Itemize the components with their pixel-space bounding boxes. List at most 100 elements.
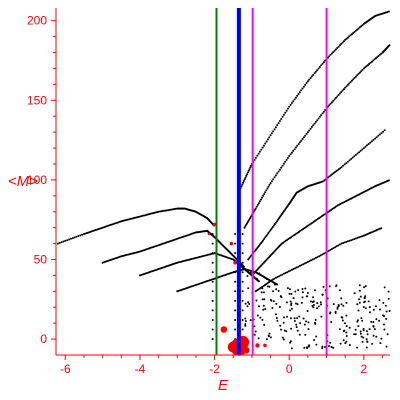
data-point <box>292 149 295 152</box>
data-point <box>289 309 292 312</box>
data-point <box>329 248 332 251</box>
data-point <box>260 291 263 294</box>
data-point <box>337 94 340 96</box>
data-point <box>306 260 309 263</box>
data-point <box>69 237 72 240</box>
data-point <box>234 299 237 302</box>
data-point <box>312 304 315 306</box>
data-point <box>363 286 365 289</box>
data-point <box>328 104 331 107</box>
data-point <box>374 137 377 140</box>
data-point <box>321 62 324 65</box>
data-point <box>329 341 332 344</box>
data-point <box>306 292 309 294</box>
data-point <box>260 242 262 245</box>
data-point <box>258 200 261 203</box>
data-point <box>363 301 366 304</box>
data-point <box>281 336 284 339</box>
data-point <box>277 289 280 292</box>
data-point <box>296 317 299 320</box>
data-point <box>284 272 287 274</box>
data-point <box>234 271 237 274</box>
data-point <box>313 122 316 125</box>
data-point <box>346 36 349 39</box>
data-point <box>360 70 363 73</box>
data-point <box>77 235 80 238</box>
data-point <box>261 287 264 290</box>
data-point <box>288 105 291 108</box>
data-point <box>211 309 214 312</box>
data-point <box>211 280 214 283</box>
data-point <box>311 305 314 307</box>
data-point <box>265 189 268 192</box>
data-point <box>268 183 271 186</box>
data-point <box>353 292 356 295</box>
data-point <box>334 96 337 99</box>
data-point <box>290 307 293 310</box>
data-point <box>241 183 244 186</box>
data-point <box>314 70 317 73</box>
data-point <box>255 299 258 302</box>
highlight-point <box>220 326 228 333</box>
data-point <box>354 328 357 331</box>
data-point <box>359 295 362 298</box>
data-point <box>334 246 337 249</box>
data-point <box>68 238 71 241</box>
data-point <box>304 134 307 137</box>
data-point <box>281 164 284 167</box>
data-point <box>300 301 303 304</box>
data-point <box>273 277 276 280</box>
data-point <box>261 240 264 243</box>
data-point <box>358 71 361 74</box>
data-point <box>73 236 76 239</box>
data-point <box>263 237 266 240</box>
data-point <box>289 288 291 291</box>
data-point <box>261 146 264 149</box>
data-point <box>338 289 341 292</box>
data-point <box>261 196 264 199</box>
data-point <box>318 255 321 258</box>
data-point <box>302 317 305 320</box>
data-point <box>353 30 356 33</box>
data-point <box>282 338 285 341</box>
data-point <box>345 314 348 317</box>
data-point <box>330 321 333 323</box>
data-point <box>286 315 288 318</box>
highlight-point <box>207 232 211 236</box>
data-point <box>300 139 303 142</box>
data-point <box>312 296 315 299</box>
data-point <box>361 68 364 71</box>
data-point <box>369 141 372 144</box>
data-point <box>378 53 381 56</box>
data-point <box>296 144 299 147</box>
data-point <box>249 271 252 274</box>
data-point <box>346 240 349 243</box>
data-point <box>241 280 244 283</box>
data-point <box>211 233 214 235</box>
data-point <box>286 157 289 159</box>
data-point <box>241 242 244 245</box>
data-point <box>267 232 270 234</box>
data-point <box>364 295 367 298</box>
data-point <box>322 252 325 255</box>
data-point <box>269 182 272 185</box>
vertical-lines <box>215 8 328 355</box>
data-point <box>378 319 381 322</box>
data-point <box>290 304 293 306</box>
data-point <box>248 168 251 171</box>
data-point <box>316 119 319 122</box>
data-point <box>336 307 339 310</box>
data-point <box>276 319 279 322</box>
data-point <box>327 249 330 252</box>
data-point <box>361 148 364 151</box>
x-tick-label: 2 <box>361 362 368 376</box>
data-point <box>270 227 273 230</box>
data-point <box>335 245 338 248</box>
data-point <box>383 315 386 318</box>
data-point <box>316 302 319 305</box>
data-point <box>295 326 298 329</box>
data-point <box>332 99 335 102</box>
data-point <box>268 332 271 335</box>
data-point <box>266 233 269 236</box>
data-point <box>272 300 275 303</box>
